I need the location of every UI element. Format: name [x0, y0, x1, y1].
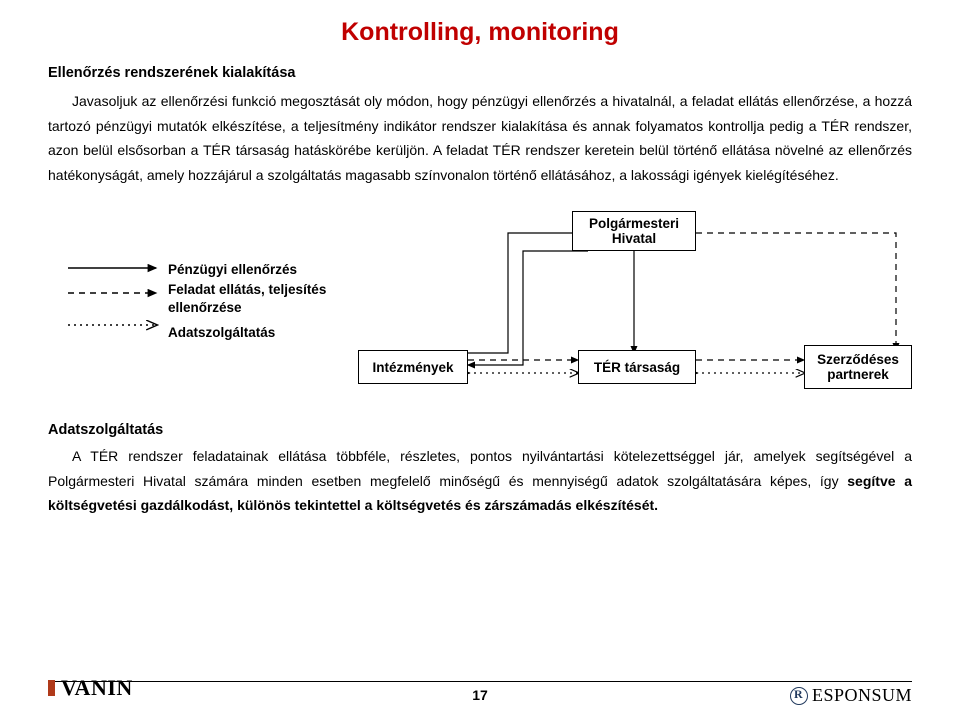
- box-intezmenyek: Intézmények: [358, 350, 468, 384]
- responsum-icon: [790, 687, 808, 705]
- legend-item-3: Adatszolgáltatás: [168, 324, 275, 342]
- page-footer: VANIN 17 ESPONSUM: [48, 681, 912, 717]
- box-ter-tarsasag: TÉR társaság: [578, 350, 696, 384]
- page-title: Kontrolling, monitoring: [48, 18, 912, 47]
- flow-diagram: Pénzügyi ellenőrzés Feladat ellátás, tel…: [48, 205, 912, 400]
- subheading-2: Adatszolgáltatás: [48, 422, 912, 438]
- responsum-text: ESPONSUM: [812, 685, 912, 706]
- box-szerzodeses-partnerek: Szerződéses partnerek: [804, 345, 912, 389]
- subheading-1: Ellenőrzés rendszerének kialakítása: [48, 65, 912, 81]
- footer-page-number: 17: [48, 687, 912, 703]
- footer-brand-right: ESPONSUM: [790, 685, 912, 706]
- paragraph-2: A TÉR rendszer feladatainak ellátása töb…: [48, 444, 912, 518]
- diagram-legend: Pénzügyi ellenőrzés Feladat ellátás, tel…: [168, 259, 326, 344]
- footer-divider: [48, 681, 912, 682]
- box-polgarmesteri-hivatal: Polgármesteri Hivatal: [572, 211, 696, 251]
- para2-normal: A TÉR rendszer feladatainak ellátása töb…: [48, 448, 912, 489]
- paragraph-1: Javasoljuk az ellenőrzési funkció megosz…: [48, 89, 912, 187]
- legend-item-1: Pénzügyi ellenőrzés: [168, 261, 297, 279]
- legend-item-2: Feladat ellátás, teljesítés ellenőrzése: [168, 281, 326, 317]
